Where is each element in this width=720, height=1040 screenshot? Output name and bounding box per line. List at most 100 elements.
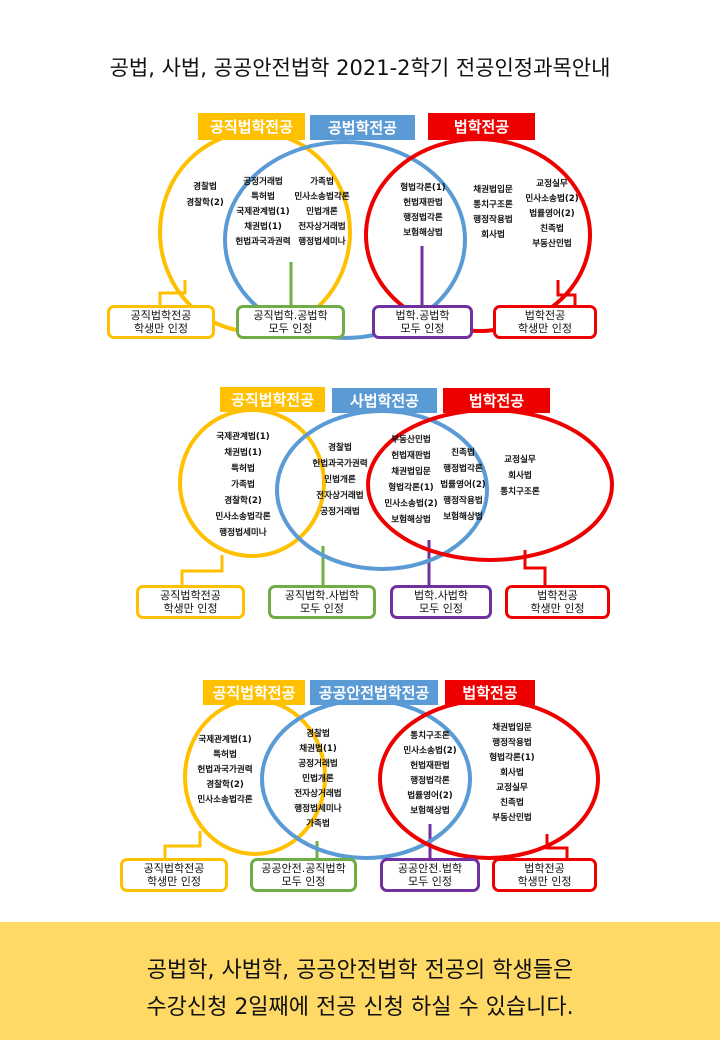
course-item: 형법각론(1)	[400, 183, 446, 193]
label-center-major: 사법학전공	[332, 388, 437, 413]
course-item: 법률영어(2)	[407, 791, 453, 801]
course-item: 채권법입문	[391, 467, 431, 477]
course-item: 법률영어(2)	[529, 209, 575, 219]
note-left-only: 공직법학전공 학생만 인정	[136, 585, 245, 619]
course-item: 헌법재판법	[410, 761, 450, 771]
course-item: 부동산민법	[492, 813, 532, 823]
center-circle	[223, 140, 467, 340]
course-item: 채권법(1)	[299, 744, 337, 754]
note-left-center-overlap: 공직법학.사법학 모두 인정	[268, 585, 376, 619]
label-left-major: 공직법학전공	[203, 680, 305, 705]
course-item: 행정작용법	[492, 738, 532, 748]
course-item: 공정거래법	[243, 177, 283, 187]
course-item: 헌법과국가권력	[197, 765, 253, 775]
course-item: 가족법	[310, 177, 334, 187]
note-line: 공직법학.사법학	[284, 589, 360, 602]
course-item: 행정법세미나	[294, 804, 342, 814]
course-item: 전자상거래법	[294, 789, 342, 799]
note-left-only: 공직법학전공 학생만 인정	[107, 305, 215, 339]
course-item: 형법각론(1)	[388, 483, 434, 493]
course-item: 헌법재판법	[403, 198, 443, 208]
course-item: 가족법	[306, 819, 330, 829]
course-item: 국제관계법(1)	[216, 432, 270, 442]
note-line: 학생만 인정	[517, 322, 573, 335]
note-line: 모두 인정	[400, 322, 445, 335]
note-line: 공직법학전공	[130, 309, 192, 322]
note-line: 모두 인정	[300, 602, 344, 615]
note-line: 학생만 인정	[163, 602, 218, 615]
label-right-major: 법학전공	[443, 388, 550, 413]
course-item: 행정법세미나	[298, 237, 346, 247]
course-item: 친족법	[451, 448, 475, 458]
banner-line-2: 수강신청 2일째에 전공 신청 하실 수 있습니다.	[146, 995, 574, 1020]
course-item: 행정작용법	[443, 496, 483, 506]
label-right-major: 법학전공	[428, 113, 535, 140]
course-item: 민사소송법(2)	[384, 499, 438, 509]
left-circle	[158, 130, 352, 334]
course-item: 부동산민법	[532, 239, 572, 249]
course-item: 민법개론	[302, 774, 334, 784]
course-item: 통치구조론	[500, 487, 540, 497]
course-item: 경찰학(2)	[206, 780, 244, 790]
course-item: 경찰학(2)	[224, 496, 262, 506]
course-item: 행정법세미나	[219, 528, 267, 538]
note-line: 공공안전.법학	[397, 862, 463, 875]
note-line: 법학전공	[524, 309, 566, 322]
course-item: 행정작용법	[473, 215, 513, 225]
course-item: 헌법과국가권력	[312, 459, 368, 469]
note-left-only: 공직법학전공 학생만 인정	[120, 858, 228, 892]
course-item: 헌법과국과권력	[235, 237, 291, 247]
course-item: 채권법입문	[492, 723, 532, 733]
course-item: 통치구조론	[473, 200, 513, 210]
course-item: 공정거래법	[298, 759, 338, 769]
note-line: 법학.사법학	[413, 589, 469, 602]
course-item: 가족법	[231, 480, 255, 490]
note-right-center-overlap: 법학.공법학 모두 인정	[372, 305, 473, 339]
note-line: 모두 인정	[408, 875, 452, 888]
note-line: 학생만 인정	[146, 875, 202, 888]
course-item: 법률영어(2)	[440, 480, 486, 490]
label-left-major: 공직법학전공	[220, 387, 325, 412]
page-title: 공법, 사법, 공공안전법학 2021-2학기 전공인정과목안내	[109, 56, 611, 80]
note-line: 학생만 인정	[517, 875, 572, 888]
course-item: 회사법	[508, 471, 532, 481]
course-item: 채권법(1)	[244, 222, 282, 232]
course-item: 보험해상법	[403, 228, 443, 238]
course-item: 채권법입문	[473, 185, 513, 195]
course-item: 전자상거래법	[316, 491, 364, 501]
course-item: 교정실무	[504, 455, 536, 465]
venn-diagram-3: 공직법학전공 공공안전법학전공 법학전공 국제관계법(1) 특허법 헌법과국가권력 경찰학(…	[0, 676, 720, 896]
course-item: 민법개론	[324, 475, 356, 485]
note-line: 법학.공법학	[395, 309, 450, 322]
course-item: 경찰법	[193, 182, 217, 192]
course-item: 민법개론	[306, 207, 338, 217]
banner-line-1: 공법학, 사법학, 공공안전법학 전공의 학생들은	[146, 958, 574, 983]
course-item: 보험해상법	[391, 515, 431, 525]
note-line: 학생만 인정	[133, 322, 189, 335]
label-center-major: 공공안전법학전공	[310, 680, 438, 705]
course-item: 민사소송법각론	[294, 192, 350, 202]
note-right-only: 법학전공 학생만 인정	[492, 858, 597, 892]
note-right-center-overlap: 법학.사법학 모두 인정	[390, 585, 492, 619]
course-item: 채권법(1)	[224, 448, 262, 458]
course-item: 친족법	[540, 224, 564, 234]
course-item: 경찰학(2)	[186, 198, 224, 208]
course-item: 특허법	[231, 464, 255, 474]
note-line: 학생만 인정	[530, 602, 585, 615]
note-line: 모두 인정	[419, 602, 463, 615]
course-item: 전자상거래법	[298, 222, 346, 232]
course-item: 특허법	[213, 750, 237, 760]
course-item: 공정거래법	[320, 507, 360, 517]
note-left-center-overlap: 공직법학.공법학 모두 인정	[236, 305, 345, 339]
course-item: 민사소송법(2)	[403, 746, 457, 756]
course-item: 행정법각론	[443, 464, 483, 474]
course-item: 경찰법	[328, 443, 352, 453]
course-item: 특허법	[251, 192, 275, 202]
venn-diagram-1: 공직법학전공 공법학전공 법학전공 경찰법 경찰학(2) 공정거래법 특허법 국제관계법(1)…	[0, 105, 720, 345]
course-item: 통치구조론	[410, 731, 450, 741]
note-line: 법학전공	[524, 862, 565, 875]
label-left-major: 공직법학전공	[198, 113, 305, 140]
connector-line	[523, 550, 547, 585]
course-item: 친족법	[500, 798, 524, 808]
